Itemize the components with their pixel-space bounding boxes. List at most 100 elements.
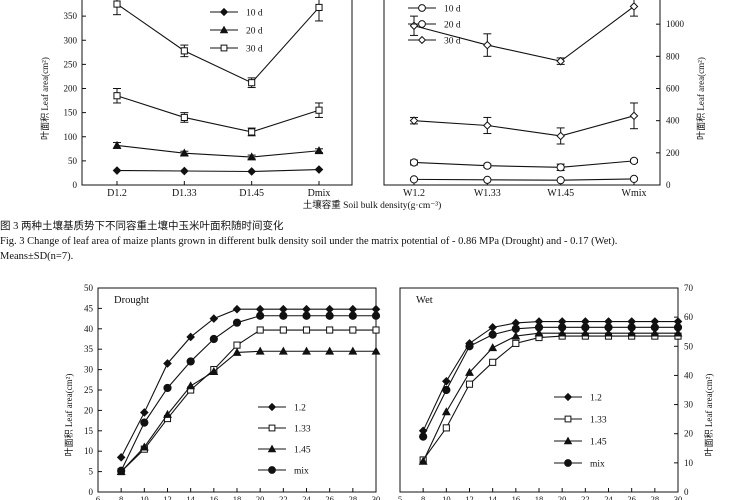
x-tick-label: D1.45 xyxy=(239,188,264,199)
legend: 1.2 1.33 1.45 mix xyxy=(554,392,607,470)
data-point xyxy=(348,346,358,355)
y-tick-label: 50 xyxy=(68,156,78,166)
data-point xyxy=(442,424,450,432)
data-point xyxy=(627,323,636,332)
series-line xyxy=(413,6,635,62)
legend-label: 1.2 xyxy=(590,394,602,404)
x-tick-label: 14 xyxy=(186,494,195,500)
data-point xyxy=(180,113,188,122)
series-unlabeled-3 xyxy=(113,0,323,89)
x-tick-label: 20 xyxy=(558,494,567,500)
series-line xyxy=(116,95,320,133)
legend-marker xyxy=(563,392,573,402)
data-point xyxy=(139,442,149,451)
series-1.2 xyxy=(418,317,683,436)
y-tick-label: 150 xyxy=(64,108,78,118)
y-tick-label: 10 xyxy=(684,458,694,468)
legend-marker xyxy=(268,466,276,474)
caption-means: Means±SD(n=7). xyxy=(0,251,74,262)
x-tick-label: 24 xyxy=(302,494,311,500)
y-axis-label: 叶面积 Leaf area(cm²) xyxy=(695,57,706,140)
data-point xyxy=(326,326,334,334)
x-tick-label: 10 xyxy=(442,494,451,500)
chart-bottom-right: 0 10 20 30 40 50 60 70 5 8 10 12 14 16 18 20 22 24 26 28 30 叶… xyxy=(398,283,714,500)
series-10 d xyxy=(112,165,324,176)
data-point xyxy=(140,418,149,427)
x-tick-label: 18 xyxy=(535,494,544,500)
series-line xyxy=(422,320,678,432)
y-tick-label: 5 xyxy=(89,467,94,477)
data-point xyxy=(180,47,188,55)
y-tick-label: 50 xyxy=(684,341,694,351)
x-tick-label: 26 xyxy=(325,494,334,500)
legend-label: 1.45 xyxy=(294,446,311,456)
legend-label: mix xyxy=(294,467,309,477)
y-tick-label: 45 xyxy=(84,303,94,313)
legend-marker xyxy=(563,436,573,445)
y-tick-label: 100 xyxy=(64,132,78,142)
x-tick-label: W1.2 xyxy=(403,188,425,199)
y-tick-label: 0 xyxy=(73,180,78,190)
data-point xyxy=(372,326,380,334)
legend-label: 30 d xyxy=(444,37,461,47)
series-line xyxy=(422,335,678,461)
data-point xyxy=(279,311,288,320)
chart-top-right: 0 200 400 600 800 1000 W1.2 W1.33 W1.45 Wmix 叶面积 L… xyxy=(383,0,706,199)
x-tick-label: 22 xyxy=(581,494,590,500)
legend-label: 10 d xyxy=(246,9,263,19)
data-point xyxy=(112,140,122,149)
data-point xyxy=(140,408,149,417)
data-point xyxy=(442,385,451,395)
legend-label: 1.33 xyxy=(294,425,311,435)
series-line xyxy=(116,169,320,173)
x-tick-label: 28 xyxy=(651,494,660,500)
data-point xyxy=(441,407,451,416)
data-point xyxy=(483,161,492,170)
y-tick-label: 0 xyxy=(666,180,671,190)
x-tick-label: 10 xyxy=(140,494,149,500)
x-tick-label: 16 xyxy=(210,494,219,500)
series-line xyxy=(120,315,376,472)
data-point xyxy=(556,163,565,172)
series-line xyxy=(120,308,376,458)
series-1.33 xyxy=(419,332,682,464)
x-tick-label: D1.33 xyxy=(172,188,197,199)
data-point xyxy=(558,323,567,332)
data-point xyxy=(248,128,256,136)
data-point xyxy=(465,380,474,388)
data-point xyxy=(325,346,335,355)
legend-label: 20 d xyxy=(246,27,263,37)
series-30 d xyxy=(409,102,639,145)
data-point xyxy=(409,158,419,167)
data-point xyxy=(465,367,474,376)
y-tick-label: 10 xyxy=(84,446,94,456)
y-tick-label: 200 xyxy=(64,84,78,94)
legend-marker xyxy=(219,7,229,17)
y-axis-label: 叶面积 Leaf area(cm²) xyxy=(39,57,50,140)
data-point xyxy=(315,106,323,114)
series-1.45 xyxy=(418,328,683,465)
legend-label: mix xyxy=(590,460,605,470)
data-point xyxy=(581,323,590,332)
data-point xyxy=(512,339,520,347)
data-point xyxy=(113,92,121,100)
series-20 d xyxy=(409,156,639,172)
legend-marker xyxy=(417,35,427,45)
y-tick-label: 25 xyxy=(84,385,94,395)
legend-marker xyxy=(219,25,229,34)
x-tick-label: Wmix xyxy=(622,188,647,199)
data-point xyxy=(409,175,419,184)
data-point xyxy=(209,314,219,323)
legend-marker xyxy=(418,20,426,28)
data-point xyxy=(419,432,428,441)
series-30 d xyxy=(113,88,323,137)
data-point xyxy=(409,116,419,125)
x-tick-label: 22 xyxy=(279,494,288,500)
data-point xyxy=(256,326,264,334)
data-point xyxy=(163,383,172,393)
plot-frame xyxy=(383,0,661,186)
x-tick-label: W1.45 xyxy=(547,188,574,199)
data-point xyxy=(349,326,357,334)
data-point xyxy=(314,165,324,174)
